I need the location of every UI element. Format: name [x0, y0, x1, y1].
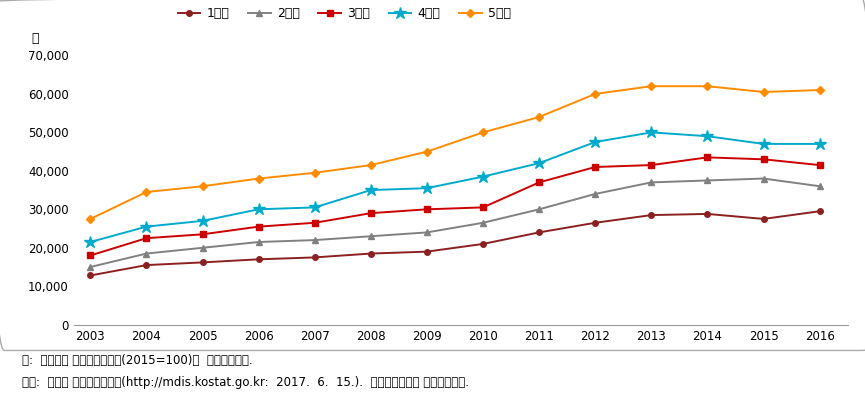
1분위: [815, 209, 825, 213]
1분위: [253, 257, 264, 262]
1분위: [477, 242, 488, 246]
3분위: [702, 155, 713, 160]
3분위: [366, 211, 376, 215]
5분위: [85, 217, 95, 221]
3분위: [85, 253, 95, 258]
3분위: [646, 163, 657, 168]
3분위: [141, 236, 151, 240]
5분위: [759, 89, 769, 94]
4분위: [197, 219, 208, 223]
1분위: [759, 217, 769, 221]
4분위: [366, 188, 376, 192]
5분위: [253, 176, 264, 181]
5분위: [646, 84, 657, 89]
1분위: [646, 213, 657, 217]
5분위: [815, 88, 825, 92]
2분위: [815, 184, 825, 188]
5분위: [310, 170, 320, 175]
1분위: [590, 221, 600, 225]
1분위: [141, 263, 151, 267]
Line: 4분위: 4분위: [84, 126, 826, 248]
4분위: [815, 141, 825, 146]
2분위: [253, 240, 264, 244]
2분위: [422, 230, 432, 235]
Line: 3분위: 3분위: [86, 154, 823, 259]
4분위: [422, 186, 432, 190]
1분위: [534, 230, 544, 235]
2분위: [197, 246, 208, 250]
2분위: [646, 180, 657, 185]
Text: 원: 원: [31, 32, 38, 45]
2분위: [366, 234, 376, 239]
1분위: [702, 211, 713, 216]
4분위: [141, 224, 151, 229]
Line: 1분위: 1분위: [87, 208, 823, 278]
4분위: [646, 130, 657, 135]
4분위: [534, 161, 544, 166]
3분위: [815, 163, 825, 168]
1분위: [197, 260, 208, 265]
Line: 2분위: 2분위: [86, 175, 823, 270]
Legend: 1분위, 2분위, 3분위, 4분위, 5분위: 1분위, 2분위, 3분위, 4분위, 5분위: [173, 2, 516, 25]
4분위: [759, 141, 769, 146]
4분위: [477, 174, 488, 179]
3분위: [253, 224, 264, 229]
4분위: [702, 134, 713, 139]
5분위: [477, 130, 488, 135]
5분위: [534, 114, 544, 119]
2분위: [534, 207, 544, 212]
1분위: [366, 251, 376, 256]
2분위: [590, 192, 600, 196]
3분위: [477, 205, 488, 210]
3분위: [590, 165, 600, 169]
2분위: [477, 221, 488, 225]
2분위: [310, 238, 320, 242]
5분위: [141, 190, 151, 194]
1분위: [422, 249, 432, 254]
3분위: [759, 157, 769, 162]
4분위: [85, 240, 95, 244]
Text: 자료:  통계청 마이크로데이터(http://mdis.kostat.go.kr:  2017.  6.  15.).  원격접근서비스 가계동향조사.: 자료: 통계청 마이크로데이터(http://mdis.kostat.go.kr…: [22, 376, 469, 389]
5분위: [590, 91, 600, 96]
3분위: [534, 180, 544, 185]
3분위: [422, 207, 432, 212]
2분위: [702, 178, 713, 183]
4분위: [310, 205, 320, 210]
2분위: [141, 251, 151, 256]
5분위: [702, 84, 713, 89]
5분위: [197, 184, 208, 188]
4분위: [590, 140, 600, 145]
1분위: [85, 273, 95, 278]
Text: 주:  지출액은 소비자물가지수(2015=100)로  디플레이트함.: 주: 지출액은 소비자물가지수(2015=100)로 디플레이트함.: [22, 354, 253, 367]
1분위: [310, 255, 320, 260]
3분위: [197, 232, 208, 237]
3분위: [310, 221, 320, 225]
2분위: [759, 176, 769, 181]
5분위: [366, 163, 376, 168]
Line: 5분위: 5분위: [87, 84, 823, 222]
4분위: [253, 207, 264, 212]
2분위: [85, 265, 95, 269]
5분위: [422, 149, 432, 154]
